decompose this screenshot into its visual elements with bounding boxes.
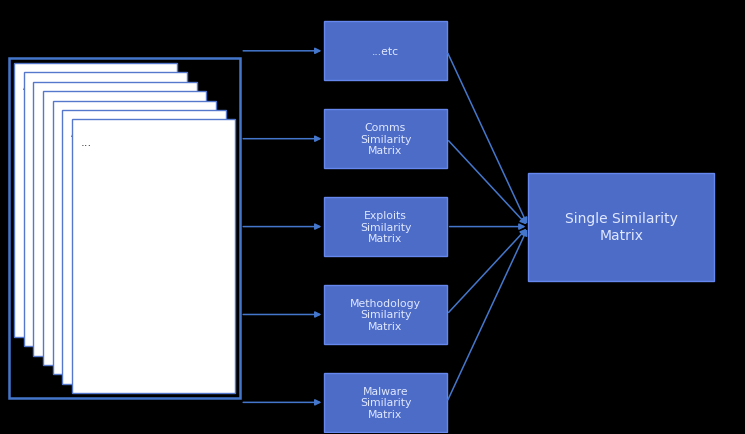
Text: UNC201: UNC201 [42, 99, 90, 112]
FancyBboxPatch shape [324, 110, 447, 169]
Text: Exploits
Similarity
Matrix: Exploits Similarity Matrix [360, 210, 411, 243]
FancyBboxPatch shape [14, 64, 177, 337]
FancyBboxPatch shape [43, 92, 206, 365]
Text: UNC634: UNC634 [62, 117, 110, 130]
Text: ...: ... [80, 136, 92, 149]
Text: ...etc: ...etc [372, 47, 399, 57]
Text: APT3: APT3 [72, 126, 101, 139]
FancyBboxPatch shape [63, 111, 226, 384]
FancyBboxPatch shape [53, 101, 216, 375]
FancyBboxPatch shape [324, 22, 447, 81]
FancyBboxPatch shape [72, 120, 235, 393]
FancyBboxPatch shape [528, 173, 714, 281]
FancyBboxPatch shape [324, 373, 447, 432]
Text: APT25: APT25 [33, 89, 70, 102]
Text: UNC995: UNC995 [52, 108, 100, 121]
Text: Single Similarity
Matrix: Single Similarity Matrix [565, 212, 678, 242]
FancyBboxPatch shape [324, 285, 447, 344]
Text: APT42: APT42 [23, 80, 60, 93]
FancyBboxPatch shape [324, 197, 447, 256]
FancyBboxPatch shape [34, 82, 197, 356]
Text: Comms
Similarity
Matrix: Comms Similarity Matrix [360, 123, 411, 156]
Text: Methodology
Similarity
Matrix: Methodology Similarity Matrix [350, 298, 421, 331]
Text: Malware
Similarity
Matrix: Malware Similarity Matrix [360, 386, 411, 419]
FancyBboxPatch shape [24, 73, 187, 346]
